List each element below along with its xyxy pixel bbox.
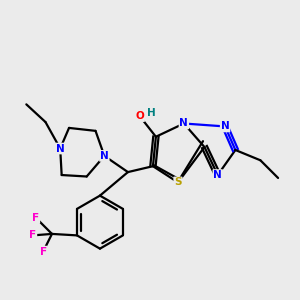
Text: N: N — [56, 143, 64, 154]
Text: H: H — [146, 108, 155, 118]
Text: F: F — [40, 247, 47, 256]
Text: O: O — [135, 111, 144, 121]
Text: F: F — [29, 230, 36, 240]
Text: F: F — [32, 213, 39, 223]
Text: N: N — [221, 122, 230, 131]
Text: S: S — [174, 177, 182, 188]
Text: N: N — [213, 170, 222, 180]
Text: N: N — [179, 118, 188, 128]
Text: N: N — [100, 151, 109, 161]
